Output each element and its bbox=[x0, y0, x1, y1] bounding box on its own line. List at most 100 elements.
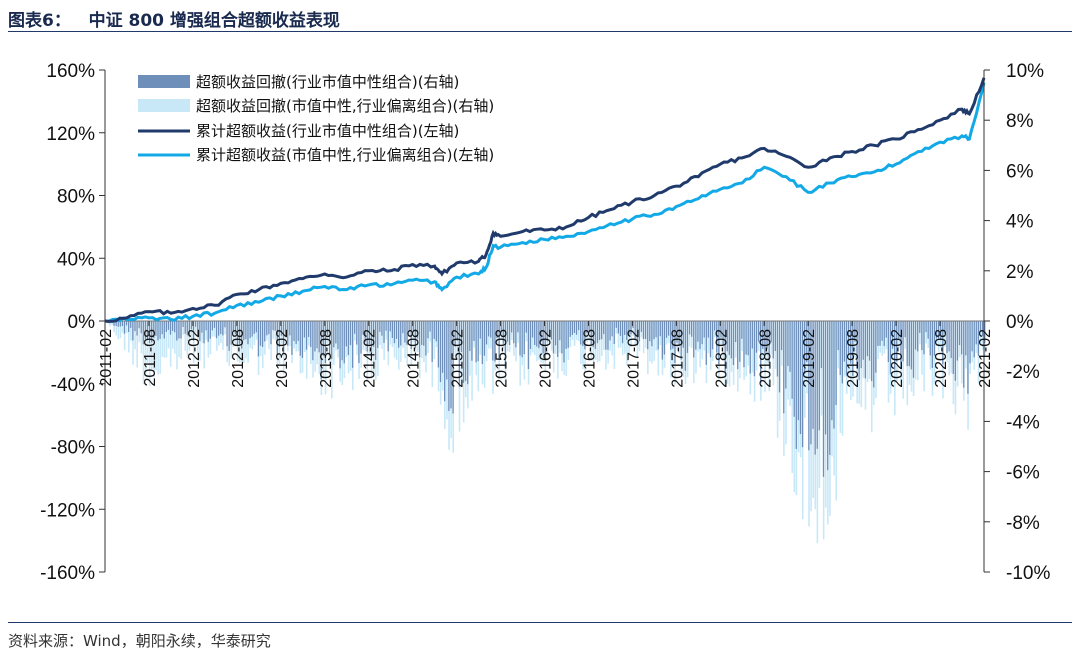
drawdown-neutral-bar bbox=[318, 321, 320, 353]
drawdown-neutral-bar bbox=[232, 321, 234, 332]
drawdown-neutral-bar bbox=[494, 321, 496, 362]
drawdown-deviation-bar bbox=[923, 321, 925, 392]
drawdown-neutral-bar bbox=[550, 321, 553, 340]
drawdown-neutral-bar bbox=[711, 321, 714, 350]
drawdown-deviation-bar bbox=[726, 321, 729, 384]
drawdown-neutral-bar bbox=[519, 321, 521, 356]
drawdown-neutral-bar bbox=[820, 321, 823, 369]
drawdown-neutral-bar bbox=[425, 321, 427, 356]
drawdown-deviation-bar bbox=[471, 321, 473, 401]
drawdown-neutral-bar bbox=[716, 321, 718, 353]
drawdown-deviation-bar bbox=[349, 321, 352, 371]
right-tick-label: 6% bbox=[1006, 161, 1034, 182]
drawdown-neutral-bar bbox=[429, 321, 431, 332]
right-tick-label: 8% bbox=[1006, 111, 1034, 132]
drawdown-neutral-bar bbox=[582, 321, 584, 346]
drawdown-neutral-bar bbox=[772, 321, 774, 359]
drawdown-neutral-bar bbox=[268, 321, 270, 335]
drawdown-neutral-bar bbox=[973, 321, 975, 358]
drawdown-neutral-bar bbox=[770, 321, 772, 343]
drawdown-neutral-bar bbox=[822, 321, 825, 477]
drawdown-neutral-bar bbox=[801, 321, 804, 448]
drawdown-neutral-bar bbox=[299, 321, 301, 356]
drawdown-neutral-bar bbox=[783, 321, 785, 414]
x-tick-label: 2012-08 bbox=[230, 329, 247, 388]
drawdown-deviation-bar bbox=[379, 321, 381, 345]
drawdown-neutral-bar bbox=[944, 321, 946, 334]
drawdown-neutral-bar bbox=[866, 321, 869, 357]
drawdown-neutral-bar bbox=[544, 321, 546, 360]
drawdown-neutral-bar bbox=[347, 321, 350, 356]
drawdown-neutral-bar bbox=[569, 321, 571, 337]
drawdown-neutral-bar bbox=[856, 321, 858, 369]
drawdown-deviation-bar bbox=[835, 321, 838, 501]
drawdown-deviation-bar bbox=[626, 321, 628, 366]
drawdown-neutral-bar bbox=[835, 321, 837, 405]
drawdown-neutral-bar bbox=[456, 321, 458, 341]
drawdown-neutral-bar bbox=[937, 321, 940, 339]
drawdown-neutral-bar bbox=[247, 321, 249, 345]
drawdown-neutral-bar bbox=[368, 321, 370, 345]
drawdown-neutral-bar bbox=[402, 321, 404, 334]
drawdown-neutral-bar bbox=[144, 321, 147, 339]
drawdown-neutral-bar bbox=[467, 321, 469, 385]
drawdown-neutral-bar bbox=[278, 321, 281, 347]
drawdown-neutral-bar bbox=[889, 321, 892, 375]
drawdown-neutral-bar bbox=[806, 321, 808, 363]
drawdown-neutral-bar bbox=[760, 321, 762, 383]
drawdown-neutral-bar bbox=[374, 321, 377, 360]
drawdown-neutral-bar bbox=[410, 321, 412, 349]
drawdown-neutral-bar bbox=[726, 321, 728, 352]
drawdown-neutral-bar bbox=[699, 321, 701, 350]
drawdown-neutral-bar bbox=[542, 321, 544, 354]
drawdown-neutral-bar bbox=[594, 321, 597, 350]
drawdown-neutral-bar bbox=[653, 321, 655, 340]
drawdown-neutral-bar bbox=[431, 321, 433, 362]
right-tick-label: -6% bbox=[1006, 463, 1040, 484]
drawdown-neutral-bar bbox=[155, 321, 157, 336]
drawdown-neutral-bar bbox=[601, 321, 603, 340]
drawdown-deviation-bar bbox=[331, 321, 333, 399]
drawdown-neutral-bar bbox=[358, 321, 360, 364]
drawdown-neutral-bar bbox=[546, 321, 548, 342]
drawdown-neutral-bar bbox=[609, 321, 611, 341]
drawdown-neutral-bar bbox=[188, 321, 191, 337]
drawdown-neutral-bar bbox=[448, 321, 450, 412]
drawdown-neutral-bars bbox=[107, 321, 986, 477]
drawdown-deviation-bar bbox=[598, 321, 601, 362]
drawdown-neutral-bar bbox=[238, 321, 241, 344]
drawdown-neutral-bar bbox=[115, 321, 117, 326]
drawdown-deviation-bar bbox=[245, 321, 247, 359]
drawdown-neutral-bar bbox=[749, 321, 751, 374]
drawdown-neutral-bar bbox=[398, 321, 400, 348]
drawdown-neutral-bar bbox=[724, 321, 726, 372]
drawdown-neutral-bar bbox=[333, 321, 335, 348]
drawdown-neutral-bar bbox=[320, 321, 322, 380]
drawdown-neutral-bar bbox=[421, 321, 423, 345]
drawdown-neutral-bar bbox=[940, 321, 942, 341]
drawdown-neutral-bar bbox=[695, 321, 697, 350]
drawdown-neutral-bar bbox=[264, 321, 266, 342]
drawdown-neutral-bar bbox=[151, 321, 153, 343]
drawdown-deviation-bar bbox=[123, 321, 126, 351]
drawdown-deviation-bar bbox=[171, 321, 174, 349]
drawdown-neutral-bar bbox=[249, 321, 251, 339]
cumulative-deviation-line bbox=[104, 82, 986, 323]
x-tick-label: 2011-02 bbox=[98, 329, 115, 387]
drawdown-neutral-bar bbox=[521, 321, 523, 358]
drawdown-neutral-bar bbox=[768, 321, 770, 364]
drawdown-neutral-bar bbox=[383, 321, 385, 343]
drawdown-neutral-bar bbox=[441, 321, 444, 373]
drawdown-deviation-bar bbox=[134, 321, 136, 350]
drawdown-neutral-bar bbox=[314, 321, 316, 352]
drawdown-neutral-bar bbox=[762, 321, 764, 349]
drawdown-neutral-bar bbox=[636, 321, 638, 346]
drawdown-neutral-bar bbox=[345, 321, 347, 347]
drawdown-deviation-bar bbox=[603, 321, 605, 351]
x-tick-label: 2018-08 bbox=[757, 329, 774, 388]
drawdown-neutral-bar bbox=[339, 321, 341, 369]
drawdown-deviation-bar bbox=[628, 321, 630, 357]
drawdown-neutral-bar bbox=[793, 321, 795, 417]
drawdown-neutral-bar bbox=[462, 321, 465, 383]
